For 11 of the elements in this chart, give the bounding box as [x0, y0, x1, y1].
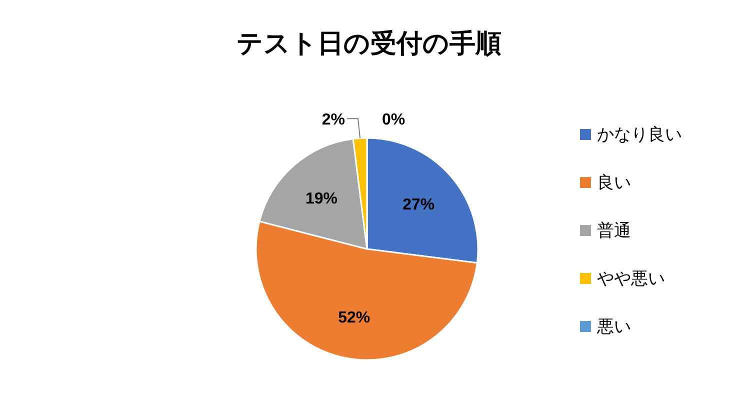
legend-label: 悪い: [596, 317, 631, 336]
legend-label: やや悪い: [597, 269, 665, 288]
data-label: 52%: [338, 310, 370, 327]
data-label: 27%: [402, 196, 435, 214]
legend-label: かなり良い: [597, 125, 682, 144]
data-label: 19%: [305, 190, 338, 208]
text: 0%: [382, 112, 406, 129]
data-label: 2%: [322, 112, 345, 129]
legend-label: 普通: [597, 221, 631, 240]
legend-label: 良い: [597, 173, 631, 192]
chart-title: テスト日の受付の手順: [236, 28, 502, 58]
